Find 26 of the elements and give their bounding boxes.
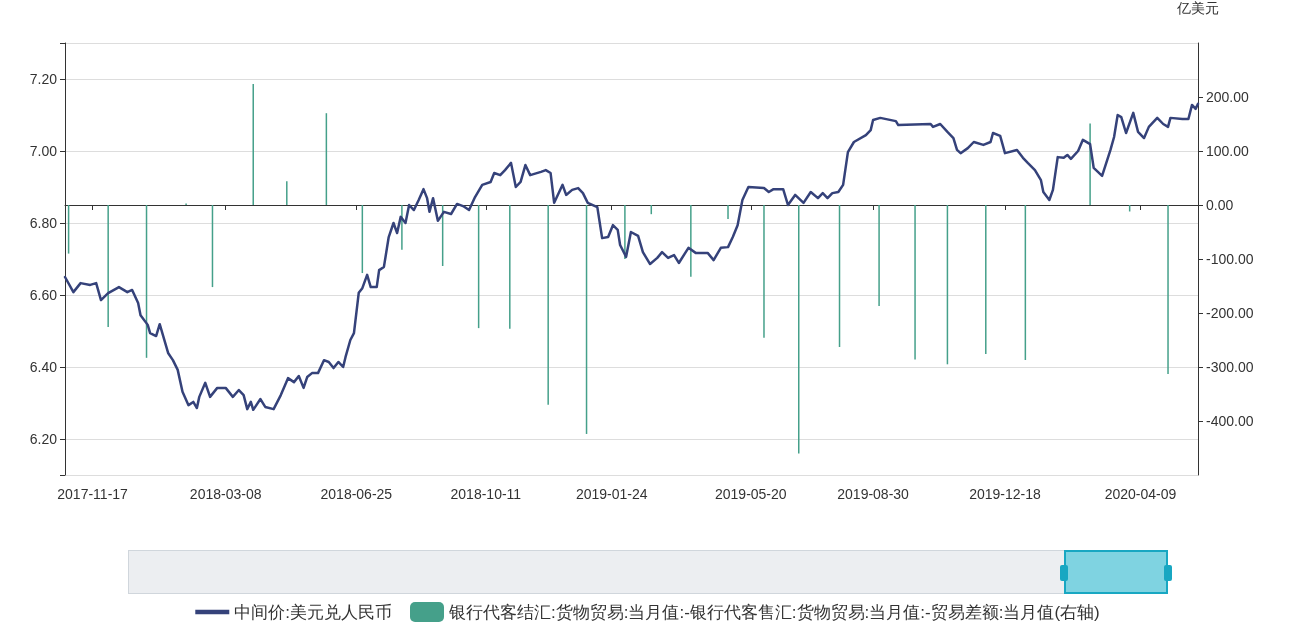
- y2-tick-label: 0.00: [1206, 197, 1234, 213]
- y2-tick-label: -400.00: [1206, 413, 1254, 429]
- y2-tick-label: 200.00: [1206, 89, 1250, 105]
- y-tick-label: 6.40: [29, 359, 58, 375]
- y-tick-label: 7.20: [29, 71, 58, 87]
- x-tick-label: 2019-05-20: [714, 486, 787, 502]
- y-tick-label: 6.60: [29, 287, 58, 303]
- x-tick-label: 2019-12-18: [969, 486, 1041, 502]
- x-tick-label: 2017-11-17: [57, 486, 129, 502]
- legend-label: 中间价:美元兑人民币: [234, 602, 393, 622]
- x-tick-label: 2018-06-25: [320, 486, 393, 502]
- y-tick-label: 6.80: [29, 215, 58, 231]
- x-tick-label: 2019-01-24: [575, 486, 648, 502]
- x-tick-label: 2019-08-30: [837, 486, 910, 502]
- y-tick-label: 6.20: [29, 431, 58, 447]
- x-tick-label: 2020-04-09: [1104, 486, 1177, 502]
- x-tick-label: 2018-03-08: [189, 486, 262, 502]
- y-tick-label: 7.00: [29, 143, 58, 159]
- y2-axis-title: 亿美元: [1176, 0, 1219, 16]
- y2-tick-label: 100.00: [1206, 143, 1250, 159]
- line-series: [63, 102, 1200, 412]
- y2-tick-label: -300.00: [1206, 359, 1254, 375]
- y2-tick-label: -100.00: [1206, 251, 1254, 267]
- legend-label: 银行代客结汇:货物贸易:当月值:-银行代客售汇:货物贸易:当月值:-贸易差额:当月值(右轴): [448, 602, 1100, 622]
- y2-tick-label: -200.00: [1206, 305, 1254, 321]
- x-tick-label: 2018-10-11: [450, 486, 522, 502]
